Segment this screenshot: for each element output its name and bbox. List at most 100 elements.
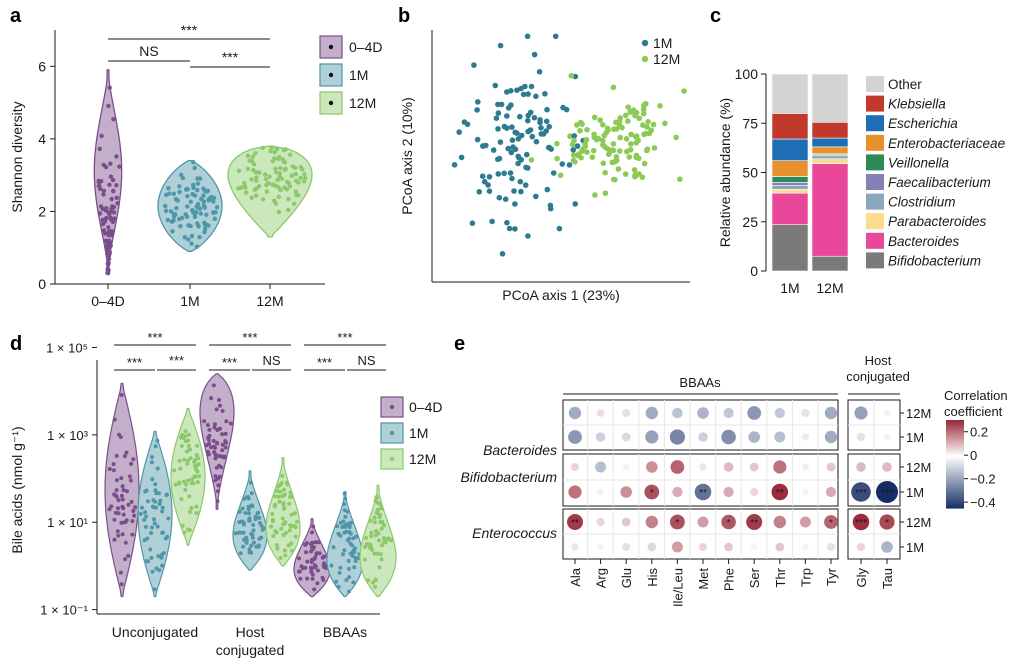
data-point: [380, 520, 385, 524]
data-point: [163, 208, 169, 214]
data-point: [293, 189, 299, 194]
correlation-cell: [801, 408, 810, 418]
bar-segment-Bifidobacterium: [811, 255, 849, 272]
data-point: [257, 170, 262, 175]
scatter-point-12M: [626, 154, 633, 160]
data-point: [204, 443, 209, 448]
data-point: [293, 534, 298, 539]
scatter-point-12M: [636, 171, 642, 177]
data-point: [312, 587, 317, 592]
correlation-cell: [647, 542, 657, 552]
data-point: [101, 192, 106, 197]
data-point: [118, 570, 123, 575]
data-point: [105, 248, 110, 253]
data-point: [213, 474, 218, 479]
data-point: [181, 479, 186, 484]
data-point: [123, 557, 128, 562]
data-point: [224, 419, 229, 424]
colorbar-step: [946, 486, 964, 489]
data-point: [153, 488, 158, 493]
data-point: [214, 407, 219, 412]
data-point: [320, 575, 325, 580]
data-point: [250, 535, 255, 540]
data-point: [191, 481, 196, 486]
data-point: [152, 521, 157, 526]
colorbar-title: coefficient: [944, 404, 1003, 419]
column-label: Tyr: [824, 567, 839, 586]
data-point: [311, 524, 316, 529]
data-point: [185, 187, 190, 192]
data-point: [148, 547, 153, 552]
data-point: [218, 403, 222, 408]
data-point: [249, 177, 254, 182]
data-point: [126, 553, 131, 558]
correlation-cell: [856, 462, 866, 472]
correlation-cell: [724, 542, 733, 552]
data-point: [106, 233, 111, 238]
data-point: [315, 581, 320, 586]
correlation-cell: [802, 543, 809, 551]
scatter-point-12M: [641, 131, 647, 138]
data-point: [121, 506, 126, 511]
data-point: [130, 519, 135, 524]
colorbar-tick-label: −0.4: [970, 495, 996, 510]
colorbar-step: [946, 464, 964, 467]
significance-stars: *: [650, 488, 654, 499]
data-point: [249, 503, 254, 508]
data-point: [194, 511, 199, 516]
data-point: [153, 505, 158, 510]
scatter-point-1M: [476, 189, 483, 195]
x-axis-label: PCoA axis 1 (23%): [502, 287, 620, 303]
significance-stars: ***: [855, 518, 867, 529]
significance-stars: ***: [881, 488, 893, 499]
data-point: [377, 565, 382, 570]
data-point: [117, 164, 122, 169]
scatter-point-12M: [591, 114, 598, 121]
data-point: [188, 509, 193, 514]
scatter-point-12M: [591, 134, 597, 141]
data-point: [189, 506, 194, 510]
data-point: [217, 453, 222, 458]
correlation-cell: [825, 486, 837, 498]
data-point: [185, 461, 190, 466]
data-point: [220, 409, 225, 413]
data-point: [246, 504, 251, 509]
colorbar-step: [946, 468, 964, 472]
legend-swatch: [866, 232, 884, 249]
data-point: [377, 538, 381, 543]
bar-segment-Klebsiella: [811, 121, 849, 139]
correlation-cell: [771, 483, 789, 501]
scatter-point-1M: [495, 126, 501, 132]
column-label: His: [645, 568, 660, 587]
correlation-cell: [621, 432, 631, 442]
data-point: [336, 584, 341, 589]
data-point: [238, 551, 243, 556]
data-point: [346, 566, 351, 571]
significance-stars: **: [571, 518, 579, 529]
correlation-cell: [775, 542, 785, 552]
data-point: [140, 505, 144, 510]
data-point: [244, 535, 249, 540]
bar-segment-Bifidobacterium: [771, 224, 809, 272]
colorbar-step: [946, 422, 964, 425]
scatter-point-12M: [582, 143, 589, 150]
significance-stars: **: [699, 488, 707, 499]
data-point: [178, 466, 183, 471]
data-point: [275, 546, 280, 551]
scatter-point-12M: [646, 130, 653, 137]
data-point: [271, 519, 275, 524]
scatter-point-1M: [510, 144, 516, 150]
correlation-cell: [596, 409, 605, 417]
legend-label: Enterobacteriaceae: [888, 136, 1005, 151]
correlation-cell: [882, 462, 892, 472]
scatter-point-1M: [566, 162, 573, 168]
scatter-point-1M: [458, 154, 465, 161]
data-point: [244, 190, 249, 195]
data-point: [168, 209, 174, 214]
data-point: [164, 493, 169, 498]
data-point: [193, 458, 198, 462]
correlation-cell: [671, 541, 683, 553]
data-point: [198, 211, 203, 216]
significance-stars: *: [675, 518, 679, 529]
scatter-point-12M: [677, 176, 683, 182]
